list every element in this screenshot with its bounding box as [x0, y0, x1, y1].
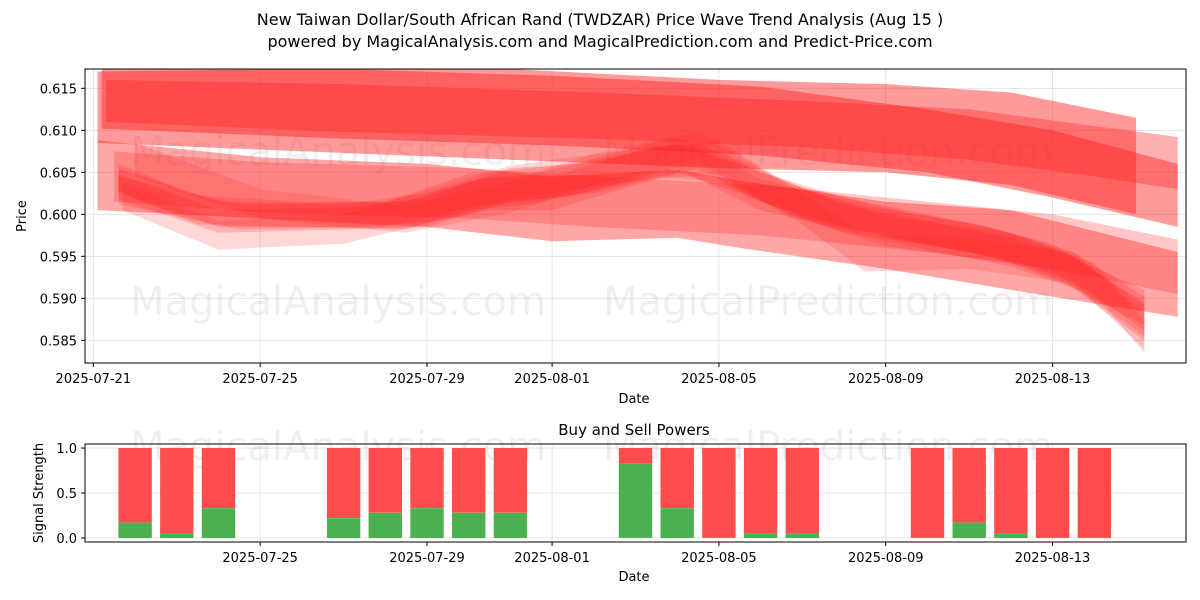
buy-bar: [201, 508, 236, 538]
price-y-tick-label: 0.605: [40, 166, 77, 181]
sell-bar: [910, 448, 945, 538]
buy-bar: [118, 522, 152, 538]
buy-bar: [160, 533, 194, 538]
wave-band-upper-wave-b: [101, 69, 1178, 227]
price-y-axis-label: Price: [15, 200, 30, 232]
sell-bar: [994, 448, 1028, 534]
price-x-tick-label: 2025-08-09: [848, 372, 924, 387]
wave-band-wave-4: [118, 137, 1145, 337]
watermark-analysis: MagicalAnalysis.com: [130, 129, 546, 175]
wave-band-wave-3: [118, 147, 1145, 326]
sell-bar: [702, 448, 736, 538]
wave-band-wave-1: [118, 142, 1145, 331]
price-x-ticks: 2025-07-21 2025-07-25 2025-07-29 2025-08-01…: [56, 363, 1091, 387]
price-y-tick-label: 0.590: [40, 292, 77, 307]
buy-bar: [743, 533, 778, 538]
sell-bar: [785, 448, 819, 534]
buy-bar: [368, 512, 402, 538]
signal-x-tick-label: 2025-08-01: [514, 551, 590, 566]
sell-bar: [118, 448, 152, 523]
signal-y-axis-label: Signal Strength: [32, 443, 47, 543]
buy-bar: [618, 463, 653, 538]
signal-x-tick-label: 2025-08-09: [848, 551, 924, 566]
wave-band-mid-band-b: [114, 151, 1178, 295]
sell-bar: [743, 448, 778, 534]
signal-y-tick-label: 0.5: [56, 487, 77, 502]
buy-bar: [994, 533, 1028, 538]
price-y-tick-label: 0.595: [40, 250, 77, 265]
wave-band-mid-band: [97, 140, 1178, 317]
signal-x-axis-label: Date: [618, 570, 649, 585]
sell-bar: [326, 448, 361, 519]
signal-y-tick-label: 0.0: [56, 532, 77, 547]
buy-bar: [452, 512, 486, 538]
sell-bar: [1035, 448, 1070, 538]
sell-bar: [410, 448, 444, 509]
price-x-tick-label: 2025-08-05: [681, 372, 757, 387]
signal-x-ticks: 2025-07-25 2025-07-29 2025-08-01 2025-08-05…: [222, 542, 1090, 566]
signal-y-ticks: 0.0 0.5 1.0: [56, 442, 85, 547]
wave-band-upper-wave-c: [105, 79, 1178, 190]
wave-band-wave-5: [122, 140, 1145, 349]
price-y-tick-label: 0.585: [40, 334, 77, 349]
sell-bar: [493, 448, 528, 513]
chart-title-line1: New Taiwan Dollar/South African Rand (TW…: [256, 10, 944, 29]
signal-x-tick-label: 2025-08-13: [1015, 551, 1091, 566]
watermark-prediction: MagicalPrediction.com: [603, 129, 1053, 175]
sell-bar: [452, 448, 486, 513]
signal-x-tick-label: 2025-08-05: [681, 551, 757, 566]
price-watermarks: MagicalAnalysis.com MagicalPrediction.co…: [130, 129, 1053, 325]
price-x-axis-label: Date: [618, 392, 649, 407]
price-wave-bands: [97, 69, 1178, 353]
buy-bar: [493, 512, 528, 538]
signal-bars: [118, 448, 1111, 538]
price-x-tick-label: 2025-08-01: [514, 372, 590, 387]
sell-bar: [618, 448, 653, 464]
sell-bar: [160, 448, 194, 534]
buy-bar: [410, 508, 444, 538]
price-x-tick-label: 2025-08-13: [1015, 372, 1091, 387]
buy-bar: [660, 508, 694, 538]
price-panel: MagicalAnalysis.com MagicalPrediction.co…: [15, 68, 1187, 407]
signal-panel: Buy and Sell Powers MagicalAnalysis.com …: [32, 421, 1187, 585]
price-y-tick-label: 0.615: [40, 82, 77, 97]
price-y-tick-label: 0.610: [40, 124, 77, 139]
price-axes-frame: [84, 68, 1187, 364]
buy-bar: [952, 522, 986, 538]
signal-x-tick-label: 2025-07-25: [222, 551, 298, 566]
price-y-ticks: 0.585 0.590 0.595 0.600 0.605 0.610 0.615: [40, 82, 85, 349]
buy-bar: [785, 533, 819, 538]
price-x-tick-label: 2025-07-25: [222, 372, 298, 387]
wave-band-wave-6: [135, 132, 1145, 353]
wave-band-upper-wave-a: [97, 69, 1136, 215]
price-x-tick-label: 2025-07-21: [56, 372, 132, 387]
watermark-analysis: MagicalAnalysis.com: [130, 279, 546, 325]
price-grid: [85, 69, 1186, 363]
buy-bar: [326, 518, 361, 538]
wave-band-wave-2: [118, 142, 1145, 341]
signal-x-tick-label: 2025-07-29: [389, 551, 465, 566]
sell-bar: [952, 448, 986, 523]
price-y-tick-label: 0.600: [40, 208, 77, 223]
watermark-prediction: MagicalPrediction.com: [603, 279, 1053, 325]
signal-panel-title: Buy and Sell Powers: [558, 421, 710, 439]
price-x-tick-label: 2025-07-29: [389, 372, 465, 387]
signal-y-tick-label: 1.0: [56, 442, 77, 457]
sell-bar: [660, 448, 694, 509]
sell-bar: [1077, 448, 1111, 538]
sell-bar: [368, 448, 402, 513]
sell-bar: [201, 448, 236, 509]
chart-title-line2: powered by MagicalAnalysis.com and Magic…: [267, 32, 933, 51]
